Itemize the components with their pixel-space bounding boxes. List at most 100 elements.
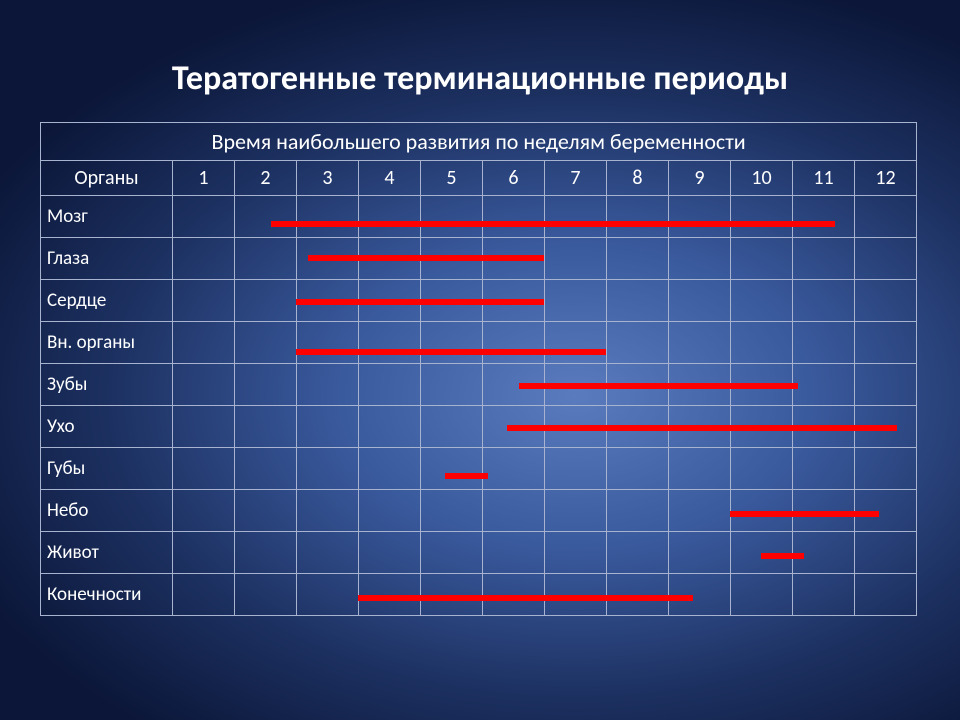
cell [359,196,421,238]
cell [235,532,297,574]
cell [731,196,793,238]
table-row: Губы [41,448,917,490]
organ-label: Небо [41,490,173,532]
cell [669,322,731,364]
cell [545,490,607,532]
header-week-5: 5 [421,161,483,196]
cell [421,574,483,616]
cell [297,490,359,532]
header-organs: Органы [41,161,173,196]
cell [173,238,235,280]
cell [173,406,235,448]
cell [731,406,793,448]
cell [855,532,917,574]
organ-label: Конечности [41,574,173,616]
cell [483,322,545,364]
cell [607,196,669,238]
cell [297,280,359,322]
cell [297,322,359,364]
table-row: Живот [41,532,917,574]
cell [793,280,855,322]
cell [607,490,669,532]
table-row: Мозг [41,196,917,238]
organ-label: Глаза [41,238,173,280]
table-row: Конечности [41,574,917,616]
cell [359,406,421,448]
cell [297,532,359,574]
cell [545,448,607,490]
cell [855,196,917,238]
header-week-7: 7 [545,161,607,196]
cell [359,280,421,322]
cell [297,238,359,280]
cell [173,364,235,406]
cell [669,448,731,490]
cell [793,574,855,616]
cell [421,532,483,574]
header-week-8: 8 [607,161,669,196]
cell [669,406,731,448]
cell [669,280,731,322]
cell [483,238,545,280]
cell [793,532,855,574]
cell [731,238,793,280]
cell [669,574,731,616]
organ-label: Губы [41,448,173,490]
cell [545,238,607,280]
cell [669,490,731,532]
cell [235,196,297,238]
cell [669,238,731,280]
cell [855,238,917,280]
cell [235,322,297,364]
cell [545,364,607,406]
table-row: Ухо [41,406,917,448]
cell [359,448,421,490]
cell [359,364,421,406]
header-week-12: 12 [855,161,917,196]
cell [421,238,483,280]
table-row: Глаза [41,238,917,280]
cell [421,490,483,532]
cell [731,280,793,322]
header-week-10: 10 [731,161,793,196]
cell [545,322,607,364]
cell [421,322,483,364]
cell [483,196,545,238]
cell [545,280,607,322]
cell [855,406,917,448]
table-row: Небо [41,490,917,532]
cell [607,574,669,616]
table-row: Вн. органы [41,322,917,364]
cell [421,406,483,448]
cell [793,196,855,238]
header-week-1: 1 [173,161,235,196]
header-week-9: 9 [669,161,731,196]
cell [421,280,483,322]
cell [297,196,359,238]
cell [235,574,297,616]
cell [793,406,855,448]
cell [731,364,793,406]
header-week-11: 11 [793,161,855,196]
cell [235,238,297,280]
header-week-4: 4 [359,161,421,196]
cell [731,532,793,574]
cell [793,322,855,364]
cell [297,406,359,448]
cell [545,406,607,448]
cell [855,448,917,490]
cell [483,574,545,616]
table-caption: Время наибольшего развития по неделям бе… [41,123,917,161]
cell [855,322,917,364]
table-row: Сердце [41,280,917,322]
cell [173,532,235,574]
cell [731,448,793,490]
slide: { "title": { "text": "Тератогенные терми… [0,0,960,720]
cell [669,364,731,406]
cell [731,490,793,532]
cell [483,280,545,322]
cell [235,406,297,448]
cell [607,322,669,364]
cell [297,574,359,616]
cell [545,574,607,616]
